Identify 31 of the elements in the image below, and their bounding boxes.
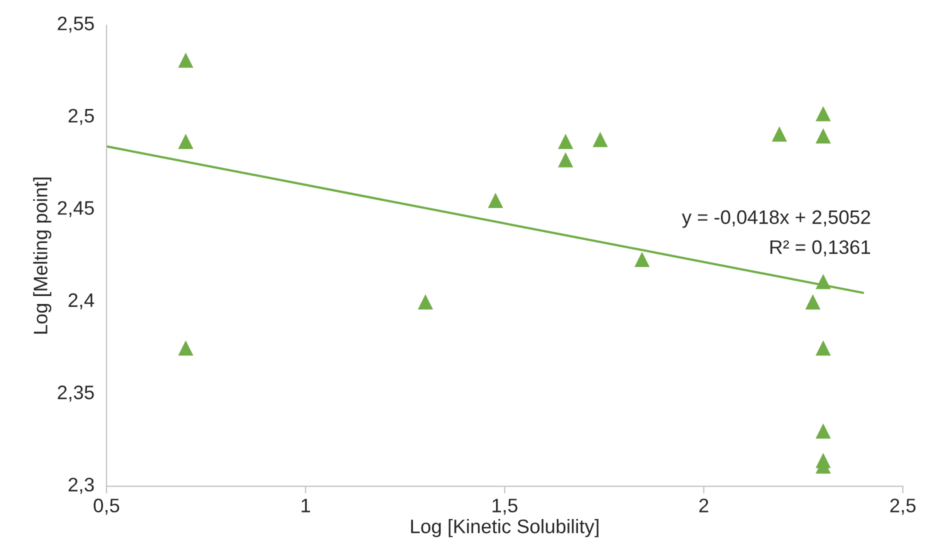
point bbox=[592, 132, 608, 148]
x-tick-label: 1 bbox=[302, 498, 310, 512]
point bbox=[558, 152, 574, 168]
annotation: R² = 0,1361 bbox=[770, 240, 870, 256]
y-tick-label: 2,35 bbox=[58, 386, 94, 402]
point bbox=[816, 340, 831, 356]
y-tick-label: 2,5 bbox=[68, 108, 94, 125]
point bbox=[178, 52, 194, 68]
point bbox=[488, 192, 504, 208]
point bbox=[805, 294, 820, 310]
point bbox=[816, 106, 831, 122]
y-axis-title: Log [Melting point] bbox=[33, 178, 52, 334]
y-tick-label: 2,3 bbox=[68, 478, 94, 494]
point bbox=[772, 126, 788, 142]
x-axis-title: Log [Kinetic Solubility] bbox=[411, 519, 598, 538]
y-tick-label: 2,4 bbox=[68, 293, 94, 310]
point bbox=[816, 274, 831, 290]
point bbox=[634, 252, 650, 268]
x-tick-label: 1,5 bbox=[492, 498, 518, 515]
point bbox=[178, 340, 194, 356]
y-tick-label: 2,45 bbox=[58, 201, 94, 218]
point bbox=[178, 134, 194, 149]
y-tick-label: 2,55 bbox=[58, 16, 94, 33]
x-tick-label: 2,5 bbox=[890, 498, 916, 515]
point bbox=[816, 423, 831, 439]
x-tick-label: 2 bbox=[699, 498, 708, 512]
point bbox=[418, 294, 434, 310]
annotation: y = -0,0418x + 2,5052 bbox=[682, 210, 870, 228]
x-tick-label: 0,5 bbox=[94, 498, 120, 515]
point bbox=[816, 128, 831, 144]
point bbox=[558, 134, 574, 149]
